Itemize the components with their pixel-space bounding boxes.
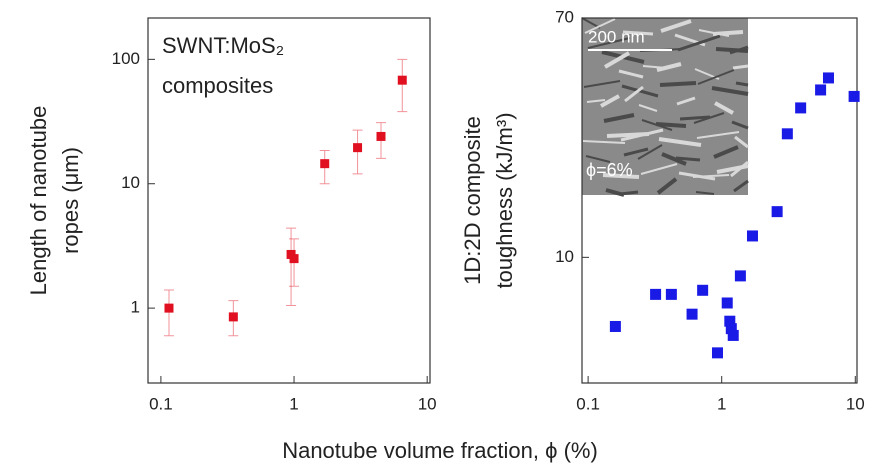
figure: Nanotube volume fraction, ϕ (%) 0.1 1 10 1 1… xyxy=(0,0,872,471)
point xyxy=(772,206,783,217)
point xyxy=(697,285,708,296)
point xyxy=(687,309,698,320)
point xyxy=(650,289,661,300)
y-axis-label: 1D:2D composite xyxy=(460,116,485,285)
x-axis-label: Nanotube volume fraction, ϕ (%) xyxy=(282,438,598,463)
point xyxy=(320,159,329,168)
point xyxy=(849,91,860,102)
point xyxy=(735,270,746,281)
point xyxy=(815,84,826,95)
point xyxy=(666,289,677,300)
error-bar xyxy=(397,59,407,111)
x-tick-label: 10 xyxy=(846,394,865,413)
point xyxy=(722,297,733,308)
error-bar xyxy=(286,228,296,305)
inset-texture xyxy=(607,134,649,136)
y-axis-label: toughness (kJ/m³) xyxy=(492,112,517,288)
y-axis-label: Length of nanotube xyxy=(26,106,51,296)
x-tick-label: 10 xyxy=(418,394,437,413)
inset-texture xyxy=(716,49,748,51)
y-tick-label: 10 xyxy=(555,247,574,266)
point xyxy=(728,330,739,341)
inset-label: 200 nm xyxy=(588,27,645,46)
point xyxy=(164,304,173,313)
point xyxy=(353,143,362,152)
point xyxy=(610,321,621,332)
x-tick-label: 0.1 xyxy=(149,394,173,413)
point xyxy=(795,102,806,113)
inset-label: ϕ=6% xyxy=(586,160,633,180)
point xyxy=(290,254,299,263)
x-tick-label: 0.1 xyxy=(576,394,600,413)
y-tick-label: 100 xyxy=(112,49,140,68)
inset-texture xyxy=(733,66,748,68)
annotation: composites xyxy=(162,73,273,98)
inset-texture xyxy=(660,83,696,85)
y-tick-label: 10 xyxy=(121,173,140,192)
y-tick-label: 1 xyxy=(131,298,140,317)
x-tick-label: 1 xyxy=(717,394,726,413)
point xyxy=(712,347,723,358)
point xyxy=(377,132,386,141)
inset-texture xyxy=(736,83,748,85)
annotation: SWNT:MoS₂ xyxy=(162,33,284,58)
x-tick-label: 1 xyxy=(289,394,298,413)
y-axis-label: ropes (μm) xyxy=(58,147,83,254)
point xyxy=(747,230,758,241)
point xyxy=(782,128,793,139)
y-tick-label: 70 xyxy=(555,7,574,26)
point xyxy=(229,312,238,321)
inset-texture xyxy=(680,117,710,119)
point xyxy=(398,76,407,85)
point xyxy=(823,72,834,83)
error-bar xyxy=(164,290,174,336)
